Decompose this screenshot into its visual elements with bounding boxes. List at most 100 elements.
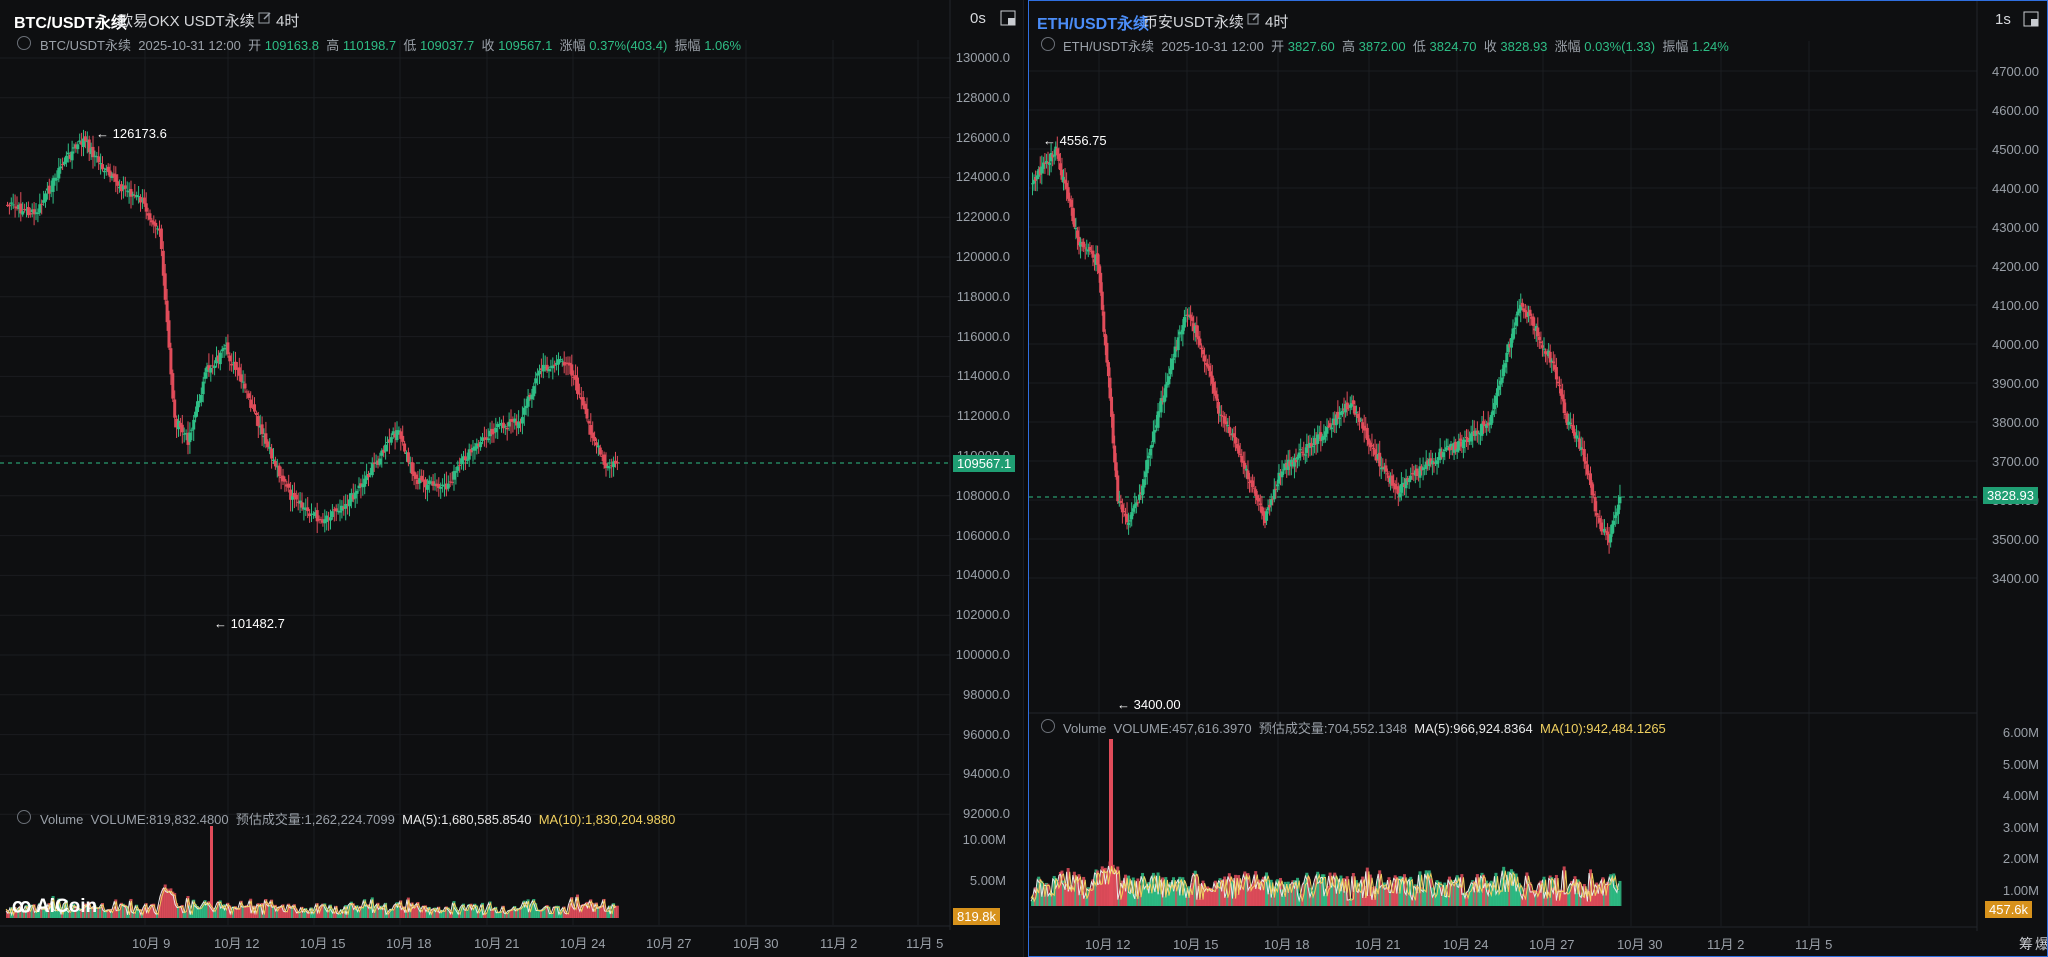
volume-bar xyxy=(1500,877,1504,906)
edit-icon[interactable] xyxy=(258,11,272,30)
expand-icon[interactable] xyxy=(1000,10,1016,31)
volume-bar xyxy=(1249,885,1253,906)
candle xyxy=(1424,461,1428,469)
candle xyxy=(1237,445,1241,454)
symbol-title[interactable]: BTC/USDT永续 xyxy=(14,15,127,32)
volume-bar xyxy=(1337,882,1341,906)
volume-bar xyxy=(1544,897,1548,906)
collapse-chevron-icon[interactable] xyxy=(1041,37,1055,51)
volume-bar xyxy=(1051,894,1055,906)
candle xyxy=(1069,200,1073,207)
volume-bar xyxy=(1235,893,1239,906)
chip-button[interactable]: 筹 xyxy=(2019,936,2033,952)
expand-icon[interactable] xyxy=(2023,11,2039,32)
candle xyxy=(1379,467,1383,470)
candle xyxy=(1576,437,1580,439)
volume-bar xyxy=(156,913,160,918)
volume-bar xyxy=(1063,882,1067,906)
candle xyxy=(558,359,562,361)
candle xyxy=(1412,472,1416,474)
candle xyxy=(1556,381,1560,384)
candle xyxy=(604,463,608,469)
volume-bar xyxy=(6,910,9,918)
symbol-title[interactable]: ETH/USDT永续 xyxy=(1037,16,1150,33)
exchange-label[interactable]: 欧易OKX USDT永续 xyxy=(118,13,255,30)
candle xyxy=(1246,470,1250,480)
volume-bar xyxy=(463,908,467,918)
candle xyxy=(511,419,515,421)
edit-icon[interactable] xyxy=(1247,12,1261,31)
candle xyxy=(194,411,198,418)
date-label: 11月 5 xyxy=(906,936,944,951)
volume-bar xyxy=(327,911,331,918)
date-label: 10月 12 xyxy=(214,936,260,951)
exchange-label[interactable]: 币安USDT永续 xyxy=(1143,14,1244,31)
candle xyxy=(93,155,97,157)
eth-candlestick-chart[interactable] xyxy=(1029,1,2048,957)
candle xyxy=(602,454,606,465)
candle xyxy=(465,459,469,461)
candle xyxy=(1568,422,1572,425)
volume-bar xyxy=(1503,879,1507,906)
volume-bar xyxy=(197,908,201,918)
date-label: 10月 18 xyxy=(386,936,432,951)
timeframe-selector[interactable]: 4时 xyxy=(276,13,300,30)
candle xyxy=(342,507,346,509)
candle xyxy=(1320,436,1324,441)
volume-bar xyxy=(1457,884,1461,906)
volume-bar xyxy=(1354,880,1358,906)
candle xyxy=(245,391,249,393)
candle xyxy=(1198,338,1202,346)
volume-bar xyxy=(560,909,564,918)
eth-chart-panel[interactable]: ETH/USDT永续 币安USDT永续 4时 1s ETH/USDT永续 202… xyxy=(1028,0,2048,957)
collapse-chevron-icon[interactable] xyxy=(17,36,31,50)
candle xyxy=(598,447,602,455)
volume-bar xyxy=(87,901,91,918)
volume-bar xyxy=(1074,879,1078,906)
btc-chart-panel[interactable]: BTC/USDT永续 欧易OKX USDT永续 4时 0s BTC/USDT永续… xyxy=(0,0,1024,957)
candle xyxy=(1252,487,1256,489)
candle xyxy=(1303,454,1307,456)
candle xyxy=(1209,371,1213,377)
ohlc-readout: ETH/USDT永续 2025-10-31 12:00 开 3827.60 高 … xyxy=(1063,39,1729,54)
volume-bar xyxy=(1606,881,1610,906)
candle xyxy=(1274,488,1278,490)
candle xyxy=(1612,520,1616,525)
volume-bar xyxy=(1243,871,1247,906)
volume-collapse-icon[interactable] xyxy=(1041,719,1055,733)
volume-bar xyxy=(1472,881,1476,906)
candle xyxy=(1091,250,1095,258)
btc-candlestick-chart[interactable] xyxy=(0,0,1023,957)
volume-bar xyxy=(378,908,382,918)
candle xyxy=(1215,394,1219,401)
volume-bar xyxy=(26,907,30,918)
candle xyxy=(1161,398,1165,401)
candle xyxy=(551,365,555,369)
candle xyxy=(1376,454,1380,460)
candle xyxy=(1593,496,1597,512)
volume-bar xyxy=(13,907,17,918)
candle xyxy=(64,155,68,163)
candle xyxy=(471,447,475,451)
timeframe-selector[interactable]: 4时 xyxy=(1265,14,1289,31)
candle xyxy=(192,419,196,430)
liquidation-button[interactable]: 爆 xyxy=(2035,936,2048,952)
volume-bar xyxy=(1113,869,1117,906)
candle xyxy=(1234,437,1238,444)
candle xyxy=(220,349,224,352)
volume-bar xyxy=(1348,899,1352,906)
candle xyxy=(1268,504,1272,508)
volume-bar xyxy=(368,907,372,918)
candle xyxy=(507,421,511,427)
candle xyxy=(1184,314,1188,316)
volume-collapse-icon[interactable] xyxy=(17,810,31,824)
candle xyxy=(1049,153,1053,162)
volume-bar xyxy=(1086,887,1090,906)
volume-bar xyxy=(1482,874,1486,906)
candle xyxy=(1117,501,1121,504)
candle xyxy=(1373,449,1377,455)
candle xyxy=(258,425,262,428)
candle xyxy=(380,450,384,456)
candle xyxy=(247,393,251,398)
candle xyxy=(184,433,188,435)
